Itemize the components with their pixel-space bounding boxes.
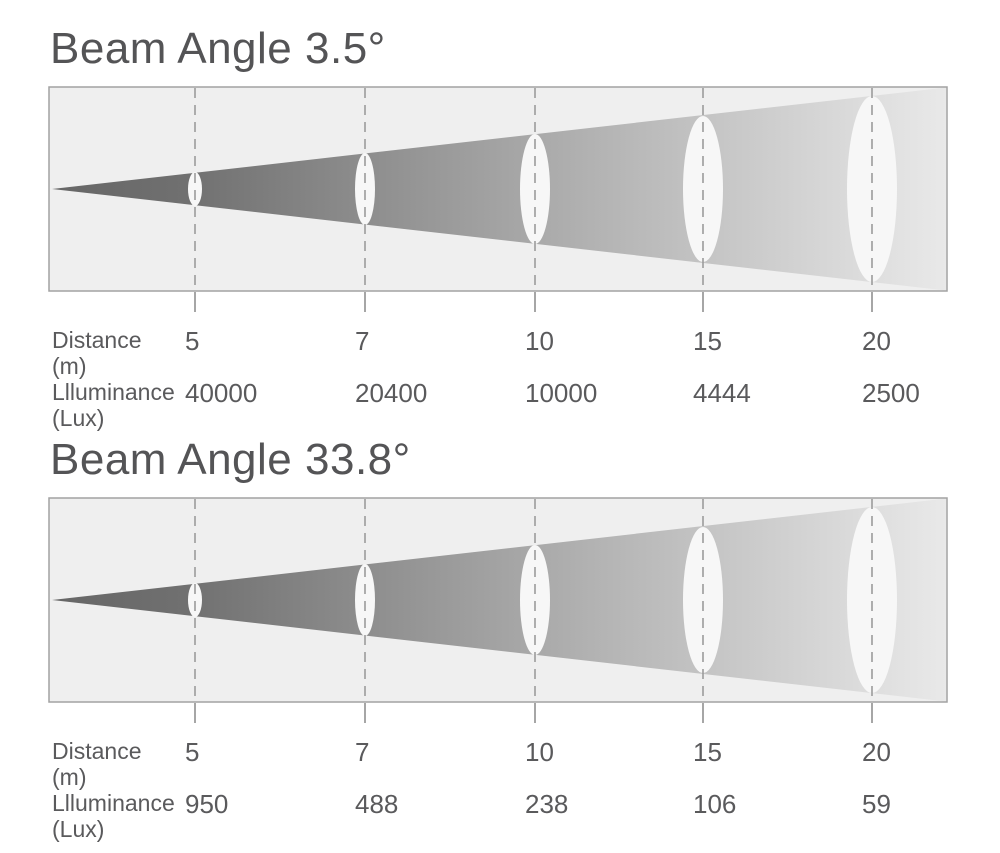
illuminance-value: 950	[185, 789, 229, 819]
illuminance-value: 4444	[693, 378, 751, 408]
beam-spot-10m	[520, 134, 550, 244]
beam-spot-7m	[355, 564, 375, 636]
illuminance-value: 488	[355, 789, 399, 819]
illuminance-value: 10000	[525, 378, 598, 408]
beam-panel-border	[48, 497, 948, 703]
illuminance-value: 40000	[185, 378, 258, 408]
illuminance-value: 106	[693, 789, 737, 819]
illuminance-value: 20400	[355, 378, 428, 408]
distance-value: 10	[525, 737, 554, 767]
beam-cone	[52, 87, 946, 291]
beam-spot-20m	[847, 96, 897, 282]
beam-panel-border	[48, 86, 948, 292]
beam-spot-7m	[355, 153, 375, 225]
illuminance-label: Llluminance	[52, 379, 175, 405]
illuminance-value: 2500	[862, 378, 920, 408]
distance-unit: (m)	[52, 764, 87, 790]
illuminance-value: 238	[525, 789, 569, 819]
beam-spot-5m	[188, 583, 202, 617]
beam-spot-20m	[847, 507, 897, 693]
beam-diagram-2	[48, 497, 948, 723]
diagram2-title: Beam Angle 33.8°	[50, 435, 411, 484]
beam-spot-5m	[188, 172, 202, 206]
beam-spot-10m	[520, 545, 550, 655]
illuminance-unit: (Lux)	[52, 405, 105, 431]
beam-spot-15m	[683, 527, 723, 673]
distance-label: Distance	[52, 327, 142, 353]
distance-axis-label-1: Distance (m)	[52, 327, 141, 379]
distance-value: 20	[862, 737, 891, 767]
illuminance-unit: (Lux)	[52, 816, 105, 842]
beam-diagram-1	[48, 86, 948, 312]
distance-value: 7	[355, 326, 370, 356]
distance-unit: (m)	[52, 353, 87, 379]
distance-axis-label-2: Distance (m)	[52, 738, 141, 790]
distance-value: 5	[185, 737, 200, 767]
illuminance-axis-label-2: Llluminance (Lux)	[52, 790, 175, 842]
distance-value: 5	[185, 326, 200, 356]
distance-value: 10	[525, 326, 554, 356]
diagram1-title: Beam Angle 3.5°	[50, 24, 386, 73]
beam-spot-15m	[683, 116, 723, 262]
illuminance-axis-label-1: Llluminance (Lux)	[52, 379, 175, 431]
distance-label: Distance	[52, 738, 142, 764]
illuminance-label: Llluminance	[52, 790, 175, 816]
illuminance-value: 59	[862, 789, 891, 819]
distance-value: 15	[693, 326, 722, 356]
distance-value: 20	[862, 326, 891, 356]
distance-value: 7	[355, 737, 370, 767]
distance-value: 15	[693, 737, 722, 767]
beam-cone	[52, 498, 946, 702]
